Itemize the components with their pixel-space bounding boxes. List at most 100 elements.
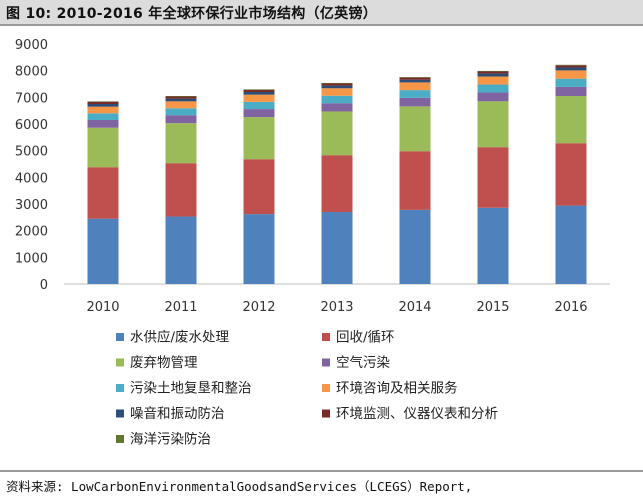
bar-segment — [399, 151, 431, 210]
source-bar: 资料来源: LowCarbonEnvironmentalGoodsandServ… — [0, 470, 643, 498]
bar-segment — [165, 108, 197, 116]
bar-segment — [243, 89, 275, 92]
bar-segment — [477, 207, 509, 284]
bar-segment — [555, 70, 587, 79]
y-tick-label: 4000 — [15, 171, 48, 186]
bar-segment — [477, 147, 509, 208]
legend-swatch — [116, 333, 124, 341]
legend-swatch — [116, 409, 124, 418]
bar-segment — [399, 209, 431, 284]
bar-segment — [243, 89, 275, 90]
bar-segment — [477, 70, 509, 72]
x-tick-label: 2013 — [320, 300, 353, 315]
y-tick-label: 8000 — [15, 65, 48, 80]
bar-segment — [243, 109, 275, 118]
legend-label: 环境咨询及相关服务 — [336, 381, 458, 397]
legend-swatch — [322, 333, 330, 341]
bar-segment — [87, 104, 119, 107]
stacked-bar-chart: 0 1000 2000 3000 4000 5000 6000 7000 8000 9000 20… — [15, 38, 610, 448]
bar-segment — [165, 101, 197, 109]
y-tick-label: 6000 — [15, 118, 48, 133]
x-tick-label: 2012 — [242, 300, 275, 315]
legend-item: 噪音和振动防治 — [116, 405, 225, 422]
bar-segment — [399, 82, 431, 91]
bar-segment — [399, 106, 431, 152]
bar-segment — [165, 216, 197, 284]
x-tick-label: 2011 — [164, 300, 197, 315]
bar-segment — [477, 92, 509, 102]
bar-segment — [555, 64, 587, 66]
y-tick-label: 2000 — [15, 225, 48, 240]
bar-segment — [321, 83, 353, 86]
bar-segment — [399, 77, 431, 80]
bar-segment — [555, 143, 587, 206]
legend-label: 水供应/废水处理 — [130, 329, 230, 346]
bar-segment — [87, 113, 119, 120]
bar-segment — [399, 77, 431, 78]
y-tick-label: 9000 — [15, 38, 48, 53]
bar-segment — [477, 101, 509, 148]
bar-segment — [165, 163, 197, 217]
x-tick-label: 2010 — [86, 300, 119, 315]
bar-segment — [321, 212, 353, 284]
bar-segment — [477, 84, 509, 93]
bar-segment — [165, 96, 197, 97]
y-tick-label: 3000 — [15, 198, 48, 213]
bar-segment — [243, 101, 275, 110]
legend-item: 海洋污染防治 — [116, 432, 211, 448]
bar-segment — [321, 103, 353, 112]
legend-label: 环境监测、仪器仪表和分析 — [336, 406, 498, 422]
y-tick-label: 1000 — [15, 251, 48, 266]
bar-segment — [321, 95, 353, 104]
bar-segment — [87, 218, 119, 284]
bar-segment — [399, 90, 431, 98]
bar-segment — [555, 67, 587, 71]
y-tick-label: 0 — [40, 278, 48, 293]
legend-item: 回收/循环 — [322, 330, 395, 346]
bar-segment — [399, 97, 431, 107]
bar-segment — [243, 117, 275, 160]
figure-title-bar: 图 10: 2010-2016 年全球环保行业市场结构（亿英镑） — [0, 0, 643, 26]
legend-swatch — [116, 358, 124, 367]
legend-item: 环境监测、仪器仪表和分析 — [322, 406, 498, 422]
bar-segment — [87, 101, 119, 102]
bar-segment — [243, 94, 275, 102]
bar-segment — [321, 111, 353, 156]
source-note: 资料来源: LowCarbonEnvironmentalGoodsandServ… — [6, 479, 473, 494]
legend-label: 空气污染 — [336, 355, 390, 371]
bar-segment — [555, 78, 587, 87]
legend-swatch — [116, 384, 124, 392]
legend-item: 环境咨询及相关服务 — [322, 381, 458, 397]
bar-segment — [477, 71, 509, 74]
bar-segment — [87, 101, 119, 104]
bar-segment — [165, 98, 197, 102]
bar-segment — [243, 159, 275, 215]
legend-item: 空气污染 — [322, 355, 390, 371]
legend-label: 废弃物管理 — [130, 355, 198, 371]
bar-segment — [477, 73, 509, 77]
bar-segment — [243, 92, 275, 95]
legend-item: 水供应/废水处理 — [116, 329, 230, 346]
x-tick-label: 2014 — [398, 300, 431, 315]
bar-segment — [477, 76, 509, 85]
bar-segment — [321, 85, 353, 89]
x-axis: 2010 2011 2012 2013 2014 2015 2016 — [86, 300, 587, 315]
bar-segment — [555, 205, 587, 284]
y-tick-label: 5000 — [15, 145, 48, 160]
legend-swatch — [116, 435, 124, 443]
legend-swatch — [322, 358, 330, 367]
bar-segment — [87, 120, 119, 128]
legend-item: 污染土地复垦和整治 — [116, 380, 252, 397]
legend-label: 回收/循环 — [336, 330, 395, 346]
bar-segment — [87, 167, 119, 219]
bar-segment — [399, 79, 431, 83]
bar-segment — [555, 65, 587, 68]
bar-segment — [321, 82, 353, 84]
legend-label: 海洋污染防治 — [130, 432, 211, 448]
bar-segment — [87, 106, 119, 114]
legend-label: 污染土地复垦和整治 — [130, 380, 252, 397]
bar-segment — [165, 96, 197, 99]
x-tick-label: 2016 — [554, 300, 587, 315]
bar-segment — [165, 123, 197, 164]
